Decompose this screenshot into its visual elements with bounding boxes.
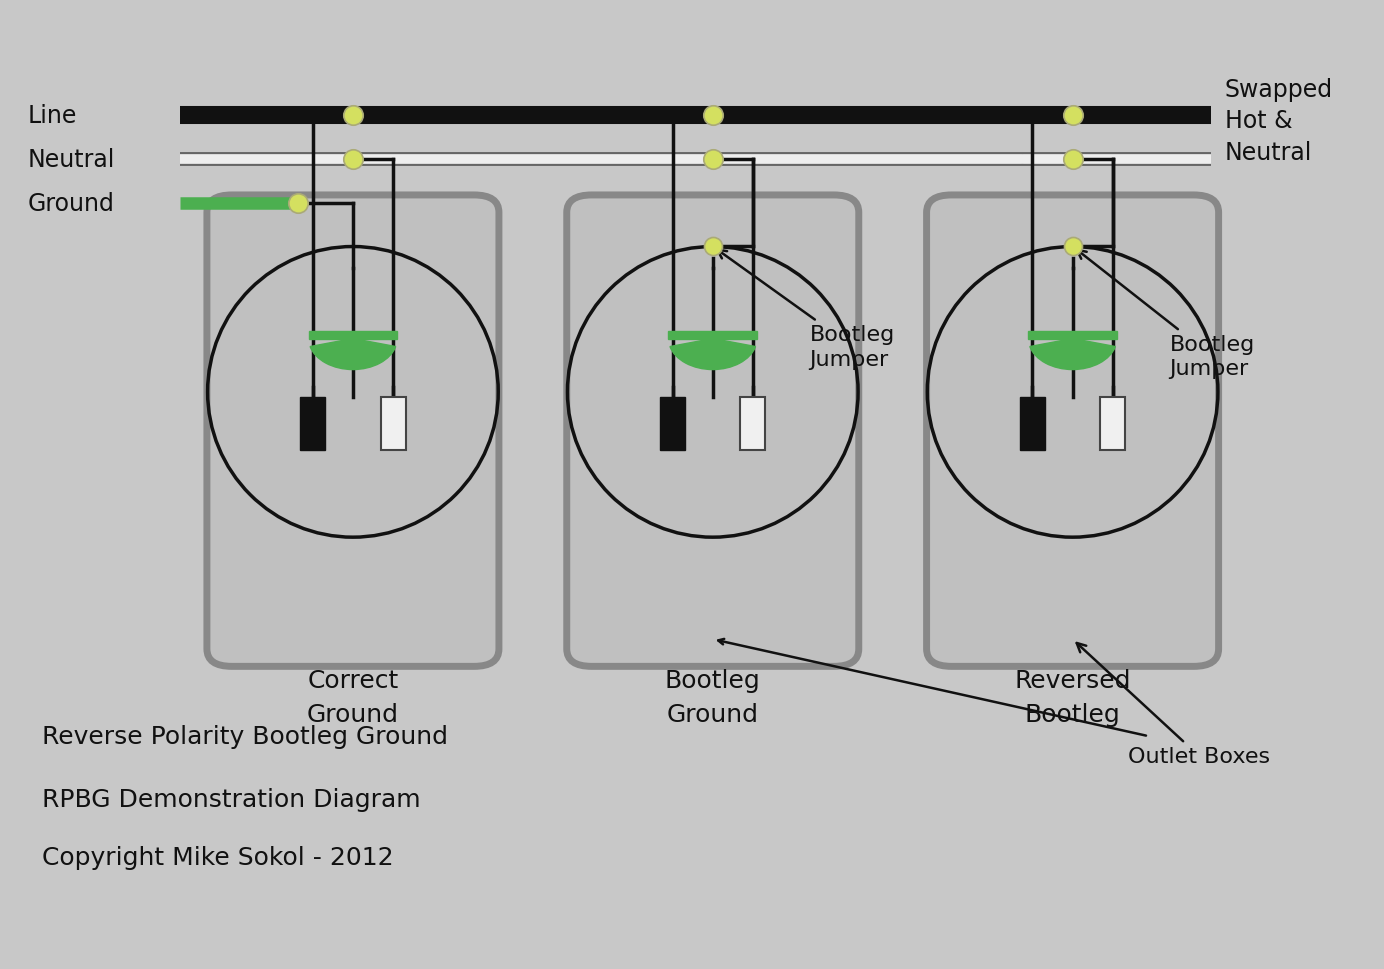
Text: Copyright Mike Sokol - 2012: Copyright Mike Sokol - 2012	[42, 846, 393, 869]
Bar	[309, 331, 397, 339]
Wedge shape	[670, 339, 756, 370]
Text: RPBG Demonstration Diagram: RPBG Demonstration Diagram	[42, 788, 421, 811]
Bar	[660, 397, 685, 451]
Text: Bootleg
Jumper: Bootleg Jumper	[717, 250, 895, 369]
FancyBboxPatch shape	[208, 196, 500, 667]
FancyBboxPatch shape	[927, 196, 1218, 667]
Text: Ground: Ground	[28, 192, 115, 215]
Text: Correct
Ground: Correct Ground	[307, 669, 399, 726]
Text: Line: Line	[28, 105, 78, 128]
Text: Swapped
Hot &
Neutral: Swapped Hot & Neutral	[1225, 78, 1333, 165]
Text: Reversed
Bootleg: Reversed Bootleg	[1014, 669, 1131, 726]
Bar	[1020, 397, 1045, 451]
Bar	[740, 397, 765, 451]
FancyBboxPatch shape	[566, 196, 858, 667]
Bar	[1100, 397, 1125, 451]
Wedge shape	[310, 339, 396, 370]
Bar	[381, 397, 406, 451]
Text: Bootleg
Ground: Bootleg Ground	[664, 669, 761, 726]
Text: Reverse Polarity Bootleg Ground: Reverse Polarity Bootleg Ground	[42, 725, 447, 748]
Bar	[1028, 331, 1117, 339]
Bar	[300, 397, 325, 451]
Text: Bootleg
Jumper: Bootleg Jumper	[1077, 251, 1255, 379]
Bar	[668, 331, 757, 339]
Text: Outlet Boxes: Outlet Boxes	[1077, 643, 1271, 766]
Wedge shape	[1030, 339, 1116, 370]
Text: Neutral: Neutral	[28, 148, 115, 172]
